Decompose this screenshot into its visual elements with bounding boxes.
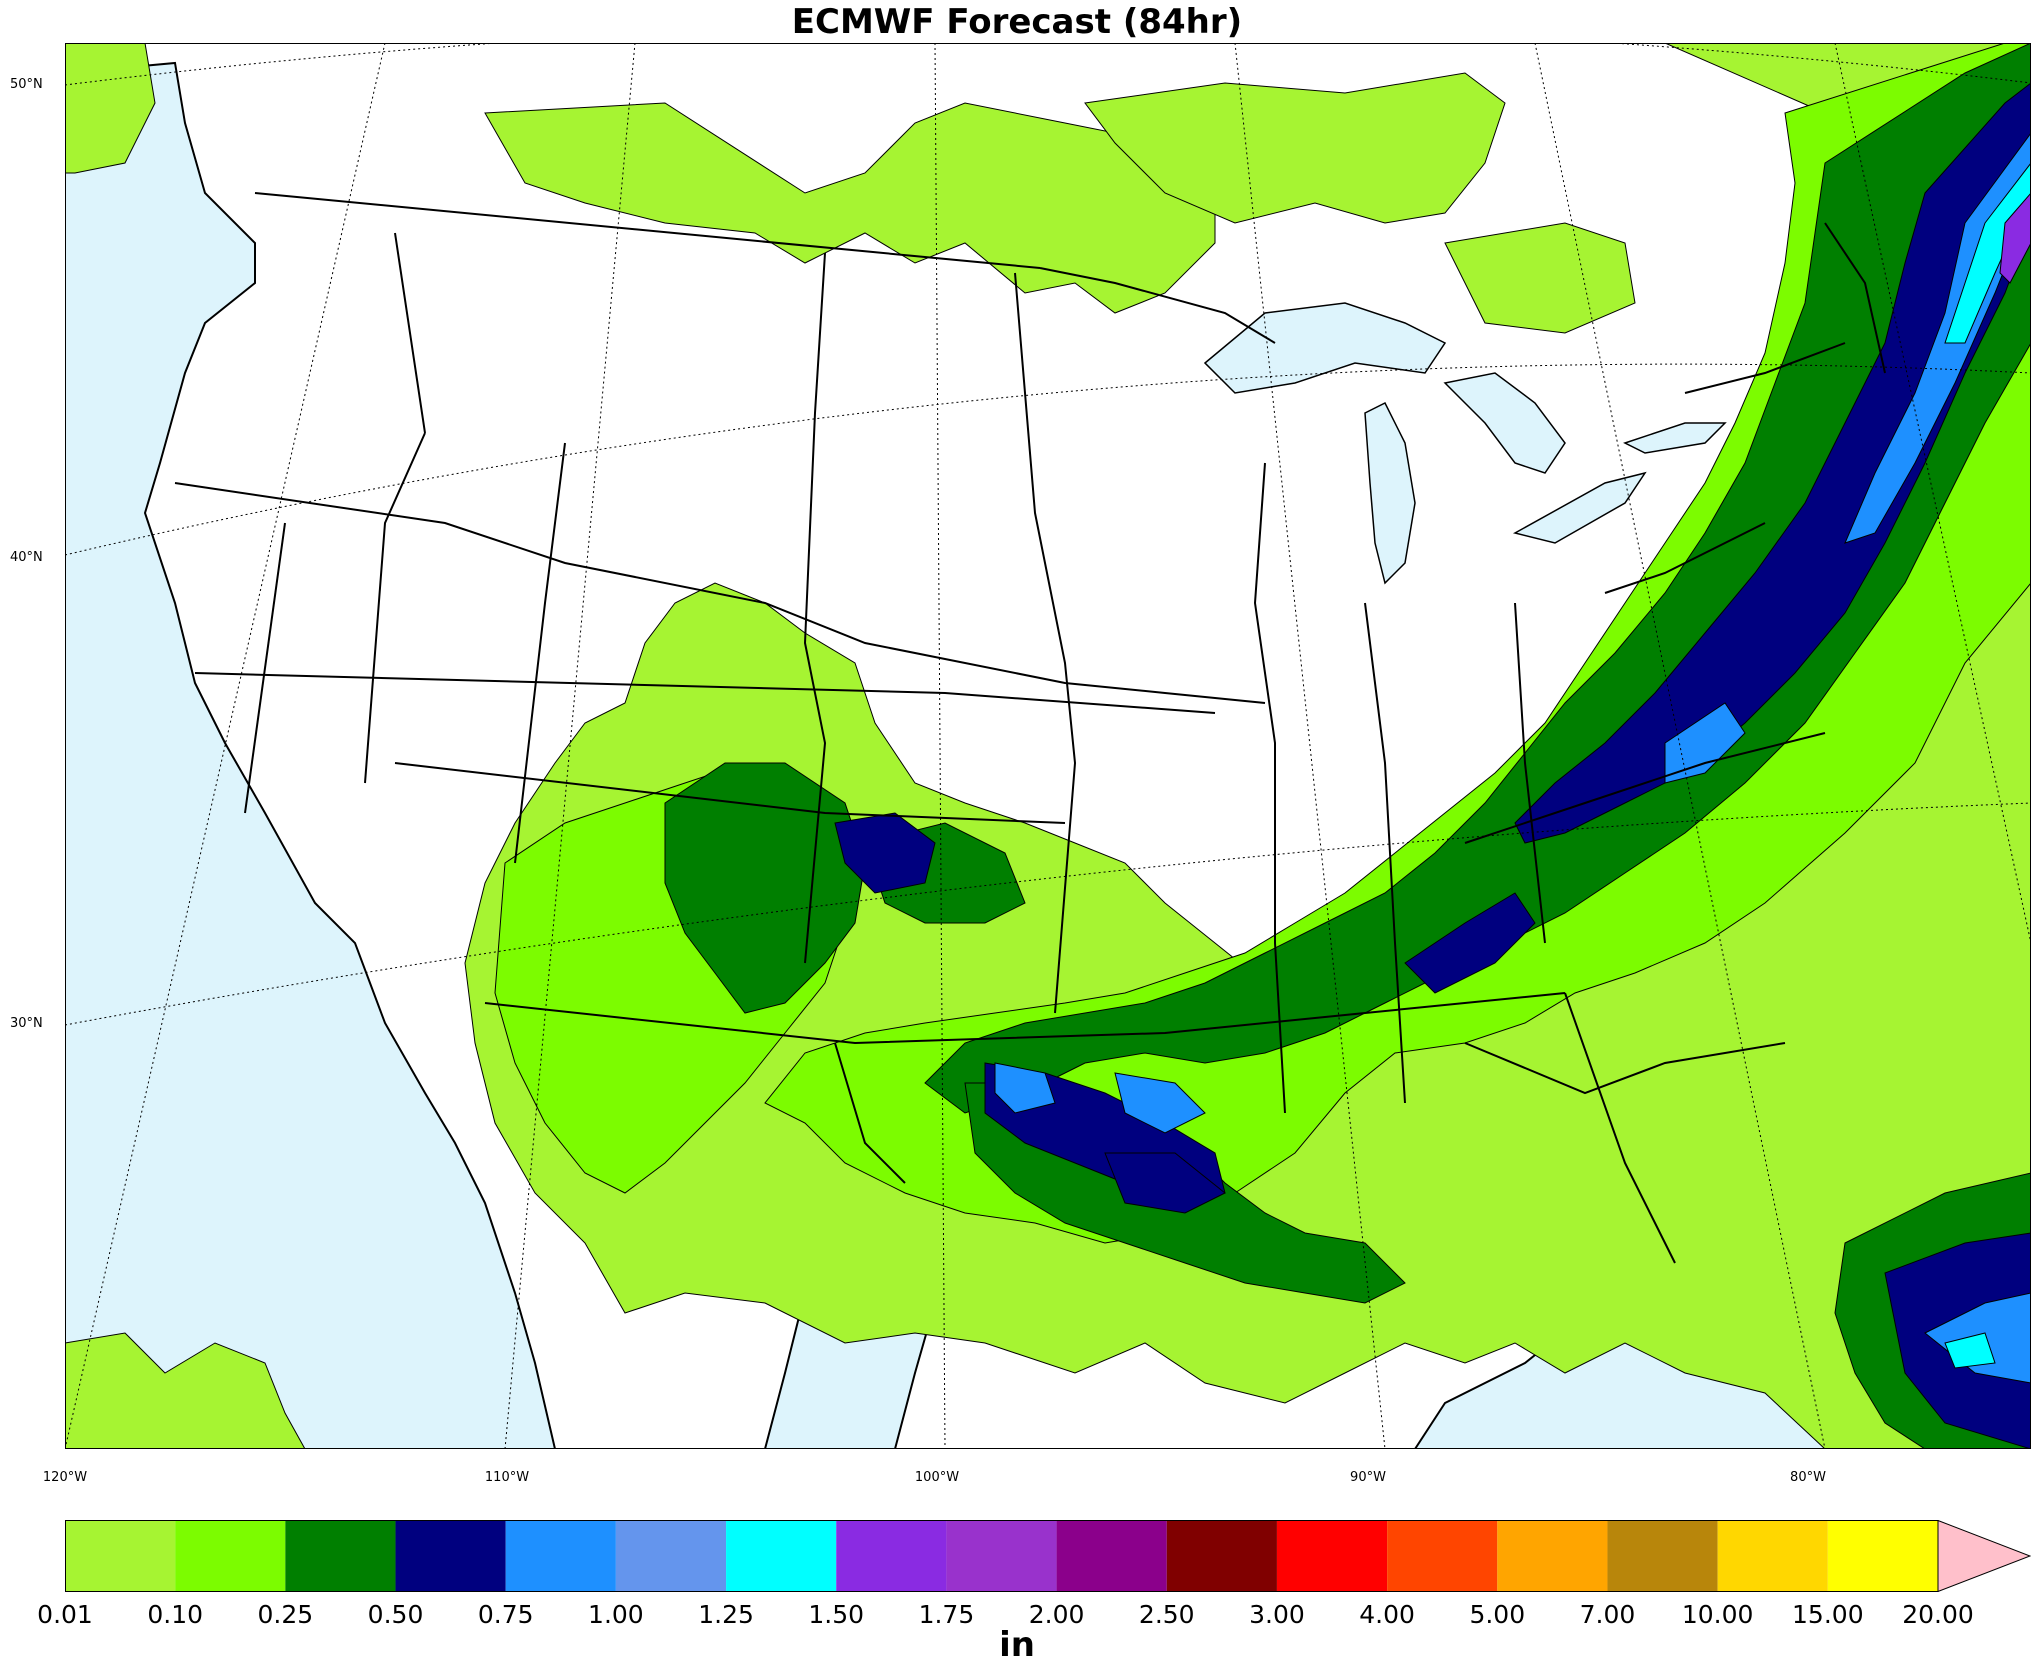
lat-label-2: 30°N bbox=[10, 1016, 43, 1031]
lon-label-0: 120°W bbox=[42, 1470, 88, 1485]
lat-label-1: 40°N bbox=[10, 550, 43, 565]
colorbar-swatch-12 bbox=[1387, 1520, 1498, 1592]
colorbar-tick-15: 10.00 bbox=[1681, 1600, 1754, 1629]
map-title: ECMWF Forecast (84hr) bbox=[791, 2, 1243, 42]
colorbar-swatch-11 bbox=[1276, 1520, 1388, 1592]
colorbar-swatch-2 bbox=[285, 1520, 396, 1592]
colorbar-swatch-15 bbox=[1717, 1520, 1828, 1592]
map-frame bbox=[65, 43, 2031, 1449]
colorbar-extend-arrow bbox=[1937, 1520, 2031, 1592]
colorbar-swatch-4 bbox=[505, 1520, 616, 1592]
colorbar-tick-9: 2.00 bbox=[1028, 1600, 1085, 1629]
colorbar-tick-7: 1.50 bbox=[808, 1600, 865, 1629]
lake-michigan bbox=[1364, 401, 1416, 585]
colorbar-tick-10: 2.50 bbox=[1138, 1600, 1195, 1629]
colorbar-tick-1: 0.10 bbox=[147, 1600, 204, 1629]
colorbar-tick-14: 7.00 bbox=[1579, 1600, 1636, 1629]
lat-label-0: 50°N bbox=[10, 77, 43, 92]
colorbar-tick-3: 0.50 bbox=[367, 1600, 424, 1629]
colorbar-tick-5: 1.00 bbox=[588, 1600, 644, 1629]
colorbar-frame bbox=[65, 1520, 1939, 1592]
colorbar-tick-8: 1.75 bbox=[918, 1600, 975, 1629]
colorbar-swatch-10 bbox=[1166, 1520, 1277, 1592]
colorbar bbox=[65, 1520, 2031, 1592]
graticule bbox=[65, 43, 2031, 1449]
colorbar-tick-4: 0.75 bbox=[477, 1600, 534, 1629]
colorbar-tick-13: 5.00 bbox=[1469, 1600, 1526, 1629]
lake-superior bbox=[1203, 302, 1447, 394]
colorbar-swatch-6 bbox=[726, 1520, 837, 1592]
colorbar-tick-17: 20.00 bbox=[1902, 1600, 1974, 1629]
colorbar-swatch-1 bbox=[175, 1520, 286, 1592]
colorbar-swatch-13 bbox=[1497, 1520, 1608, 1592]
colorbar-swatch-5 bbox=[615, 1520, 727, 1592]
colorbar-swatch-14 bbox=[1607, 1520, 1718, 1592]
precip-cyan bbox=[1944, 162, 2031, 1369]
colorbar-tick-6: 1.25 bbox=[698, 1600, 754, 1629]
precip-purple bbox=[1999, 192, 2031, 284]
lon-label-4: 80°W bbox=[1790, 1470, 1826, 1485]
precipitation-map bbox=[65, 43, 2031, 1449]
colorbar-tick-11: 3.00 bbox=[1249, 1600, 1305, 1629]
colorbar-tick-12: 4.00 bbox=[1359, 1600, 1415, 1629]
state-borders bbox=[174, 192, 1886, 1264]
colorbar-unit-label: in bbox=[999, 1625, 1035, 1665]
lon-label-2: 100°W bbox=[914, 1470, 960, 1485]
colorbar-swatch-9 bbox=[1056, 1520, 1167, 1592]
colorbar-tick-16: 15.00 bbox=[1792, 1600, 1864, 1629]
lon-label-1: 110°W bbox=[484, 1470, 530, 1485]
colorbar-swatch-7 bbox=[836, 1520, 947, 1592]
lake-huron bbox=[1443, 372, 1566, 474]
colorbar-swatch-3 bbox=[395, 1520, 506, 1592]
colorbar-tick-0: 0.01 bbox=[37, 1600, 93, 1629]
colorbar-tick-2: 0.25 bbox=[257, 1600, 314, 1629]
lon-label-3: 90°W bbox=[1350, 1470, 1386, 1485]
lake-erie bbox=[1512, 471, 1647, 544]
lake-ontario bbox=[1623, 422, 1727, 454]
colorbar-swatch-16 bbox=[1827, 1520, 1938, 1592]
colorbar-swatch-0 bbox=[65, 1520, 176, 1592]
colorbar-swatch-8 bbox=[946, 1520, 1057, 1592]
